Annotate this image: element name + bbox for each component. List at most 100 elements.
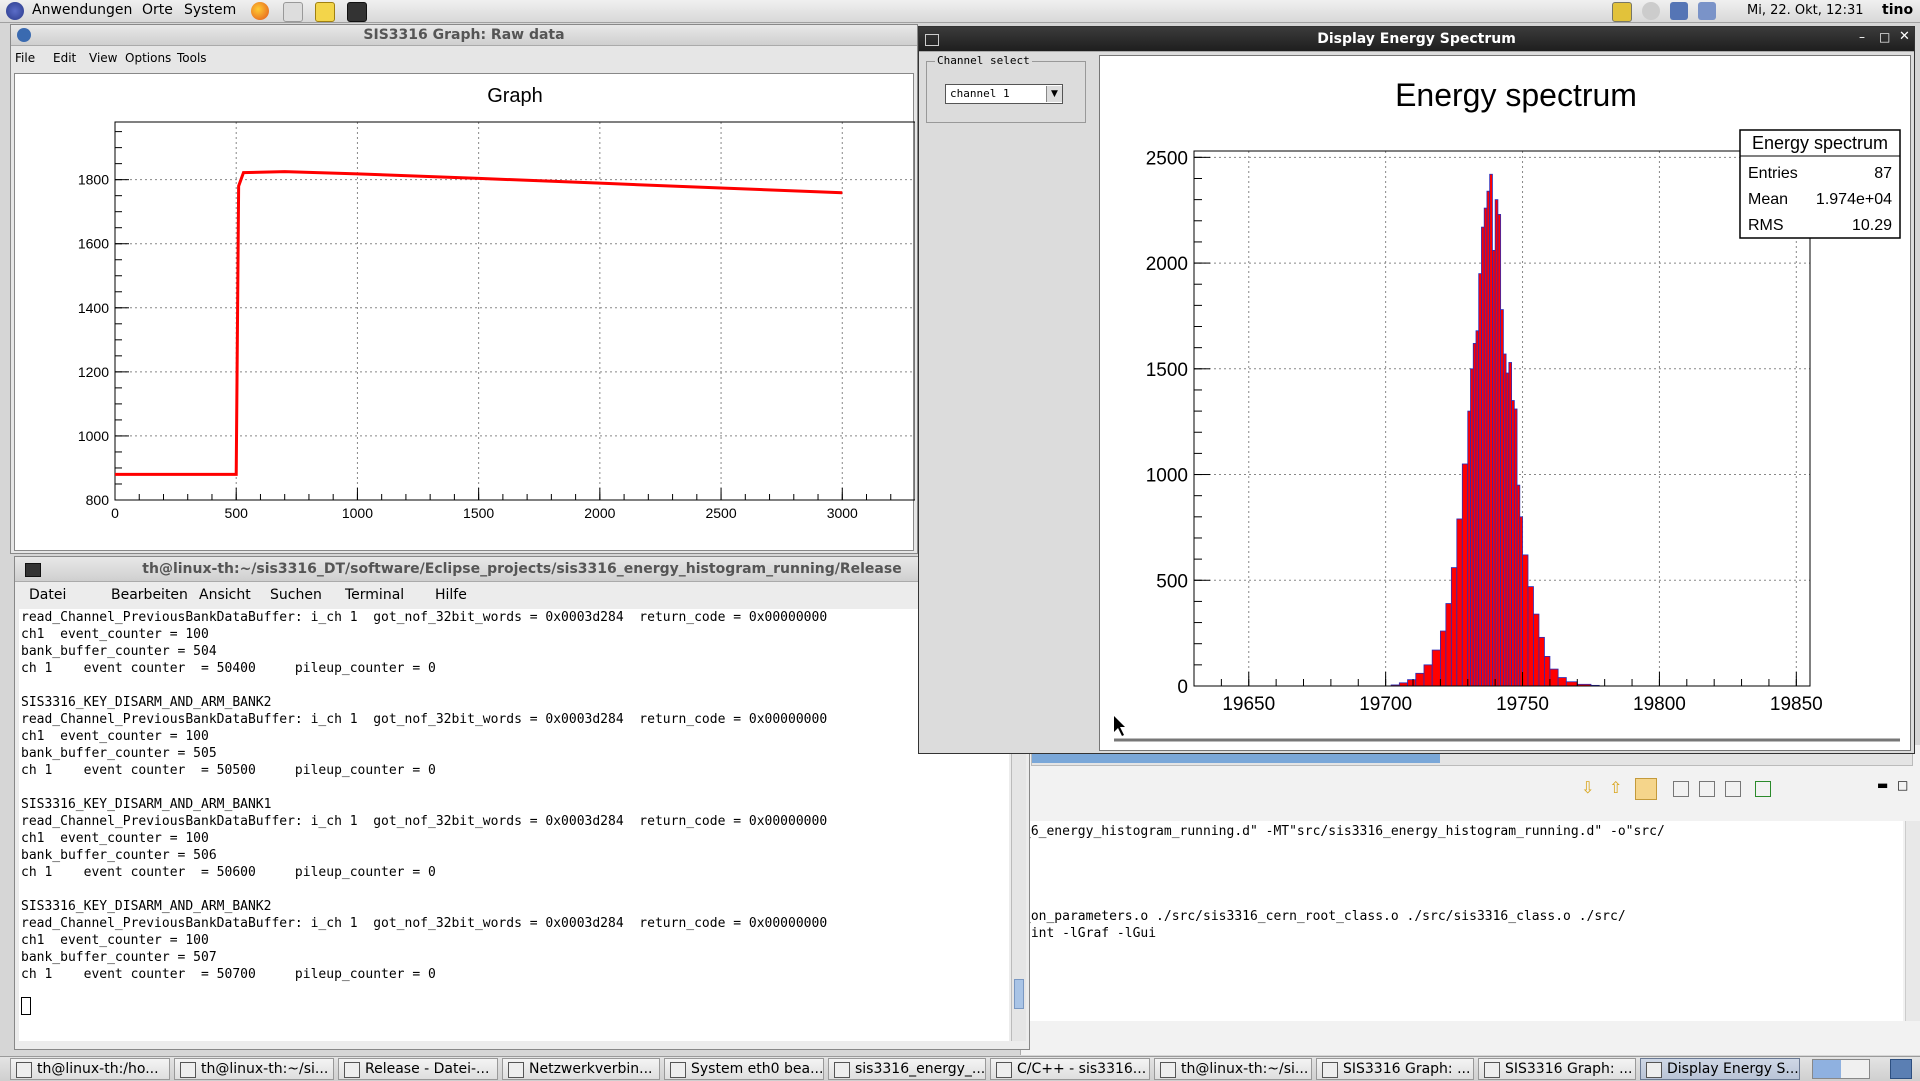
taskbar-button[interactable]: Release - Datei-... (338, 1058, 498, 1080)
menu-view[interactable]: View (89, 51, 118, 65)
y-tick-label: 1000 (1146, 466, 1188, 487)
trash-icon[interactable] (1890, 1059, 1912, 1079)
menu-bearbeiten[interactable]: Bearbeiten (111, 587, 188, 603)
x-tick-label: 500 (225, 505, 249, 521)
console-output[interactable]: _6_energy_histogram_running.d" -MT"src/s… (1023, 821, 1903, 1021)
taskbar-button[interactable]: SIS3316 Graph: ... (1478, 1058, 1636, 1080)
window-icon (996, 1062, 1012, 1078)
maximize-icon[interactable]: □ (1879, 30, 1891, 44)
graph-window-titlebar[interactable]: SIS3316 Graph: Raw data (11, 25, 917, 46)
graph-window: SIS3316 Graph: Raw data File Edit View O… (10, 24, 918, 554)
firefox-icon[interactable] (251, 2, 269, 20)
workspace-switcher[interactable] (1812, 1059, 1870, 1079)
monitor-icon[interactable] (1612, 2, 1632, 22)
menu-suchen[interactable]: Suchen (270, 587, 322, 603)
terminal-line: bank_buffer_counter = 506 (21, 848, 217, 863)
taskbar-button-label: SIS3316 Graph: ... (1505, 1061, 1633, 1077)
menu-terminal[interactable]: Terminal (345, 587, 405, 603)
channel-dropdown[interactable]: channel 1 ▼ (945, 84, 1063, 104)
terminal-line: ch 1 event counter = 50400 pileup_counte… (21, 661, 436, 676)
arrow-up-icon[interactable]: ⇧ (1609, 778, 1623, 797)
taskbar-button[interactable]: sis3316_energy_... (828, 1058, 986, 1080)
spectrum-titlebar[interactable]: Display Energy Spectrum (919, 27, 1914, 52)
terminal-line: ch1 event_counter = 100 (21, 831, 209, 846)
network-icon[interactable] (283, 2, 303, 22)
terminal-icon[interactable] (347, 2, 367, 22)
open-console-icon[interactable] (1755, 781, 1771, 797)
x-tick-label: 2500 (705, 505, 736, 521)
stats-box: Energy spectrum Entries 87 Mean 1.974e+0… (1739, 129, 1901, 239)
console-vscrollbar[interactable] (1905, 821, 1920, 1021)
graph-canvas[interactable]: Graph 0 500 1000 1500 2000 2500 3000 800 1000 12… (14, 73, 916, 551)
y-tick-label: 500 (1156, 571, 1188, 592)
network-status-icon[interactable] (1670, 2, 1688, 20)
menu-hilfe[interactable]: Hilfe (435, 587, 467, 603)
taskbar-button[interactable]: Netzwerkverbin... (502, 1058, 660, 1080)
graph-plot: Graph 0 500 1000 1500 2000 2500 3000 800 1000 12… (78, 85, 916, 521)
text-editor-icon[interactable] (315, 2, 335, 22)
window-icon (344, 1062, 360, 1078)
terminal-cursor (21, 997, 31, 1015)
taskbar-button[interactable]: th@linux-th:/ho... (10, 1058, 170, 1080)
user-name[interactable]: tino (1882, 2, 1914, 18)
terminal-line: SIS3316_KEY_DISARM_AND_ARM_BANK1 (21, 797, 272, 812)
terminal-line: bank_buffer_counter = 507 (21, 950, 217, 965)
mouse-pointer-icon (1114, 716, 1125, 736)
chevron-down-icon[interactable]: ▼ (1046, 86, 1062, 102)
scroll-thumb[interactable] (1032, 754, 1440, 763)
menu-ansicht[interactable]: Ansicht (199, 587, 251, 603)
taskbar-button[interactable]: Display Energy S... (1640, 1058, 1800, 1080)
menu-edit[interactable]: Edit (53, 51, 77, 65)
close-icon[interactable]: ✕ (1899, 29, 1910, 44)
x-tick-label: 19650 (1222, 694, 1275, 715)
menu-tools[interactable]: Tools (177, 51, 207, 65)
histogram-bars (1390, 173, 1600, 687)
histogram-bar (1456, 518, 1463, 687)
taskbar-button[interactable]: th@linux-th:~/si... (1154, 1058, 1312, 1080)
taskbar-button[interactable]: C/C++ - sis3316... (990, 1058, 1150, 1080)
root-app-icon (17, 28, 31, 42)
menu-options[interactable]: Options (125, 51, 172, 65)
terminal-line: ch 1 event counter = 50500 pileup_counte… (21, 763, 436, 778)
terminal-output[interactable]: read_Channel_PreviousBankDataBuffer: i_c… (19, 609, 1009, 1041)
maximize-view-icon[interactable]: □ (1897, 778, 1909, 792)
channel-select-group: Channel select channel 1 ▼ (926, 54, 1086, 123)
terminal-line: bank_buffer_counter = 505 (21, 746, 217, 761)
taskbar-button-label: th@linux-th:~/si... (1181, 1061, 1309, 1077)
x-tick-label: 19800 (1633, 694, 1686, 715)
taskbar-button[interactable]: th@linux-th:~/si... (174, 1058, 334, 1080)
clock[interactable]: Mi, 22. Okt, 12:31 (1747, 3, 1864, 18)
terminal-titlebar[interactable]: th@linux-th:~/sis3316_DT/software/Eclips… (15, 557, 1029, 582)
terminal-line: ch1 event_counter = 100 (21, 627, 209, 642)
y-axis: 800 1000 1200 1400 1600 1800 (78, 131, 129, 508)
eclipse-scrollbar[interactable] (1031, 752, 1913, 766)
volume-icon[interactable] (1642, 2, 1660, 20)
display-icon[interactable] (1699, 781, 1715, 797)
menu-file[interactable]: File (15, 51, 36, 65)
histogram-bar (1513, 408, 1518, 687)
gnome-foot-icon[interactable] (6, 2, 24, 20)
taskbar-button[interactable]: SIS3316 Graph: ... (1316, 1058, 1474, 1080)
stats-label-entries: Entries (1748, 165, 1798, 182)
stats-label-rms: RMS (1748, 217, 1784, 234)
clear-icon[interactable] (1725, 781, 1741, 797)
menu-applications[interactable]: Anwendungen (32, 2, 133, 18)
link-icon[interactable] (1635, 778, 1657, 800)
arrow-down-icon[interactable]: ⇩ (1581, 778, 1595, 797)
menu-places[interactable]: Orte (142, 2, 173, 18)
minimize-icon[interactable]: – (1859, 30, 1865, 44)
spectrum-canvas[interactable]: Energy spectrum 19650 19700 19750 19800 1985… (1099, 55, 1911, 751)
top-panel: Anwendungen Orte System Mi, 22. Okt, 12:… (0, 0, 1920, 23)
menu-system[interactable]: System (184, 2, 237, 18)
minimize-view-icon[interactable]: ▬ (1877, 778, 1889, 792)
terminal-line (21, 677, 1009, 694)
menu-datei[interactable]: Datei (29, 587, 67, 603)
window-menu-icon[interactable] (925, 34, 939, 46)
update-icon[interactable] (1698, 2, 1716, 20)
y-tick-label: 1200 (78, 364, 109, 380)
taskbar-button[interactable]: System eth0 bea... (664, 1058, 824, 1080)
scroll-thumb[interactable] (1014, 979, 1024, 1009)
window-title: Display Energy Spectrum (1317, 31, 1516, 47)
pin-icon[interactable] (1673, 781, 1689, 797)
window-title: th@linux-th:~/sis3316_DT/software/Eclips… (142, 561, 902, 577)
